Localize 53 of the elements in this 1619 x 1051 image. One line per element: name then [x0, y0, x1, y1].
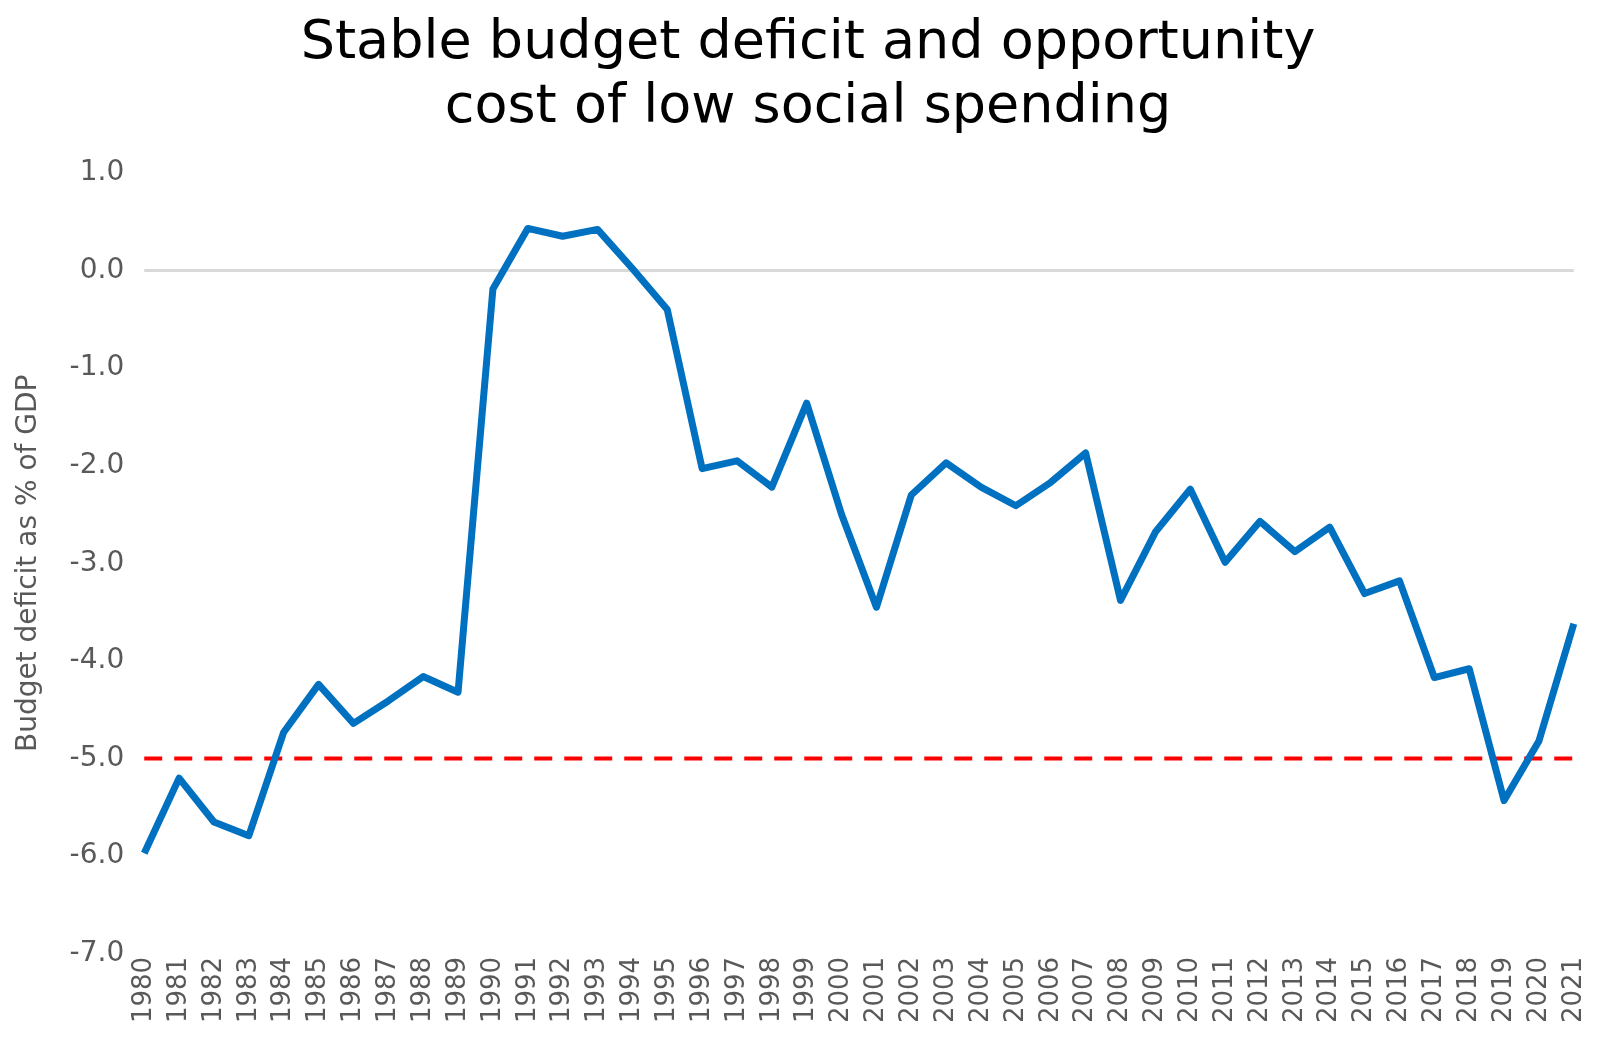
y-tick-label: -4.0	[69, 642, 125, 676]
x-tick-label: 2013	[1277, 956, 1308, 1023]
x-tick-label: 2016	[1382, 956, 1413, 1023]
x-tick-label: 1989	[440, 956, 471, 1023]
x-tick-label: 1992	[545, 956, 576, 1023]
x-tick-label: 2020	[1521, 956, 1552, 1023]
y-tick-label: -3.0	[69, 544, 125, 578]
x-tick-label: 2018	[1451, 956, 1482, 1023]
x-tick-label: 1982	[196, 956, 227, 1023]
x-tick-label: 1988	[405, 956, 436, 1023]
x-tick-label: 1995	[650, 956, 680, 1023]
x-tick-label: 2019	[1486, 956, 1517, 1023]
x-tick-label: 2021	[1556, 956, 1587, 1023]
chart-title: Stable budget deficit and opportunity cost of low social spending	[299, 8, 1317, 136]
x-tick-label: 2010	[1173, 956, 1204, 1023]
x-tick-label: 1993	[580, 956, 611, 1023]
x-tick-label: 2015	[1347, 956, 1378, 1023]
x-tick-label: 2011	[1207, 956, 1238, 1023]
x-tick-label: 1990	[475, 956, 506, 1023]
x-tick-label: 1998	[754, 956, 785, 1023]
y-tick-label: -7.0	[69, 935, 125, 969]
y-axis-title: Budget deficit as % of GDP	[10, 374, 44, 753]
x-tick-label: 1994	[615, 956, 646, 1023]
x-tick-label: 2002	[894, 956, 925, 1023]
x-tick-label: 1996	[684, 956, 715, 1023]
x-tick-label: 1991	[510, 956, 541, 1023]
x-tick-label: 2008	[1103, 956, 1134, 1023]
x-tick-label: 1986	[336, 956, 367, 1023]
y-tick-label: 0.0	[79, 251, 125, 285]
x-tick-label: 2009	[1138, 956, 1169, 1023]
y-tick-label: 1.0	[79, 154, 125, 188]
x-tick-label: 2004	[963, 956, 994, 1023]
x-tick-label: 2001	[859, 956, 890, 1023]
x-tick-label: 1981	[161, 956, 192, 1023]
x-tick-label: 2005	[998, 956, 1029, 1023]
x-tick-label: 1997	[719, 956, 750, 1023]
x-tick-label: 1980	[126, 956, 157, 1023]
x-tick-label: 1987	[371, 956, 402, 1023]
x-tick-label: 2014	[1312, 956, 1343, 1023]
x-tick-label: 2000	[824, 956, 855, 1023]
x-tick-label: 2007	[1068, 956, 1099, 1023]
x-tick-label: 2006	[1033, 956, 1064, 1023]
x-tick-label: 1984	[266, 956, 297, 1023]
y-tick-label: -2.0	[69, 446, 125, 480]
y-tick-label: -1.0	[69, 349, 125, 383]
x-tick-label: 1999	[789, 956, 820, 1023]
x-tick-label: 1983	[231, 956, 262, 1023]
x-tick-label: 2012	[1242, 956, 1273, 1023]
x-tick-label: 1985	[301, 956, 332, 1023]
x-tick-label: 2017	[1417, 956, 1448, 1023]
x-tick-label: 2003	[928, 956, 959, 1023]
y-tick-label: -6.0	[69, 837, 125, 871]
y-tick-label: -5.0	[69, 739, 125, 773]
